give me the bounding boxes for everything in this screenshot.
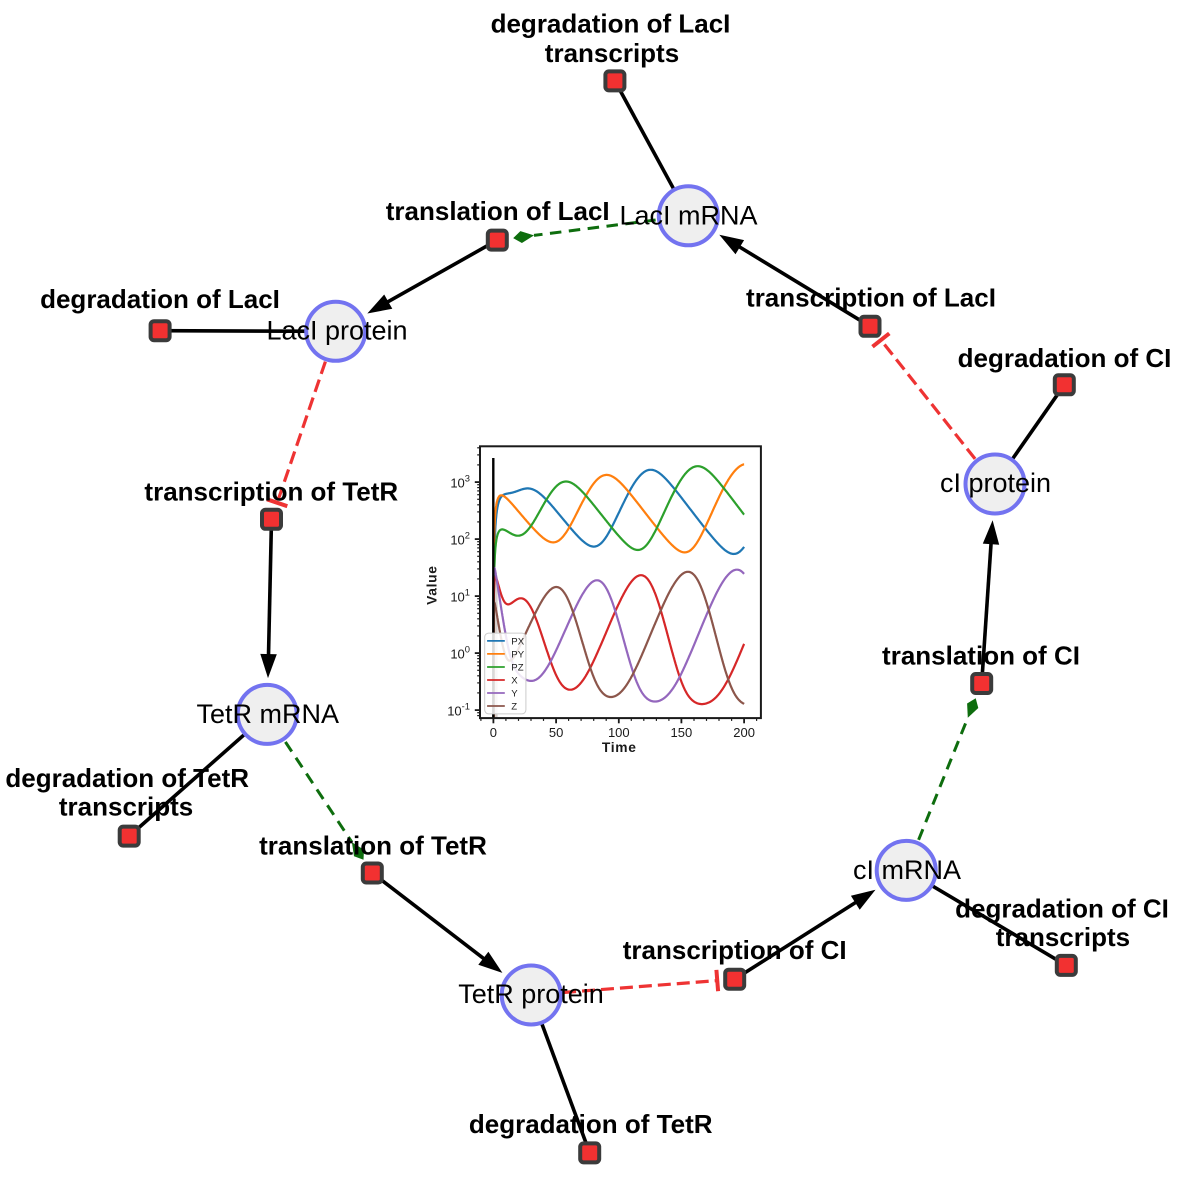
svg-text:degradation of TetR: degradation of TetR (5, 763, 249, 793)
svg-text:LacI protein: LacI protein (266, 315, 407, 345)
svg-text:0: 0 (490, 725, 497, 740)
svg-text:translation of TetR: translation of TetR (259, 831, 487, 861)
svg-text:X: X (511, 676, 518, 687)
svg-text:200: 200 (733, 725, 755, 740)
svg-text:degradation of TetR: degradation of TetR (469, 1109, 713, 1139)
svg-text:LacI mRNA: LacI mRNA (619, 200, 757, 230)
svg-text:PX: PX (511, 637, 524, 648)
svg-text:transcripts: transcripts (545, 38, 679, 68)
svg-text:PY: PY (511, 650, 524, 661)
svg-text:transcription of TetR: transcription of TetR (144, 477, 398, 507)
svg-text:Value: Value (425, 565, 440, 605)
svg-text:PZ: PZ (511, 663, 523, 674)
svg-text:transcription of CI: transcription of CI (623, 935, 847, 965)
svg-text:transcripts: transcripts (996, 922, 1130, 952)
svg-text:Z: Z (511, 702, 517, 713)
svg-text:TetR mRNA: TetR mRNA (197, 699, 340, 729)
svg-text:150: 150 (671, 725, 693, 740)
svg-text:translation of LacI: translation of LacI (386, 196, 610, 226)
svg-text:degradation of CI: degradation of CI (958, 343, 1172, 373)
svg-text:cI mRNA: cI mRNA (853, 855, 961, 885)
svg-text:degradation of LacI: degradation of LacI (491, 9, 731, 39)
svg-text:TetR protein: TetR protein (458, 979, 604, 1009)
svg-text:degradation of CI: degradation of CI (955, 894, 1169, 924)
svg-text:100: 100 (608, 725, 630, 740)
svg-text:transcription of LacI: transcription of LacI (746, 282, 996, 312)
svg-text:cI protein: cI protein (940, 468, 1051, 498)
svg-text:transcripts: transcripts (59, 792, 193, 822)
svg-text:Time: Time (602, 740, 637, 755)
svg-text:Y: Y (511, 689, 518, 700)
svg-text:degradation of LacI: degradation of LacI (40, 284, 280, 314)
svg-text:translation of CI: translation of CI (882, 640, 1080, 670)
svg-text:50: 50 (549, 725, 563, 740)
